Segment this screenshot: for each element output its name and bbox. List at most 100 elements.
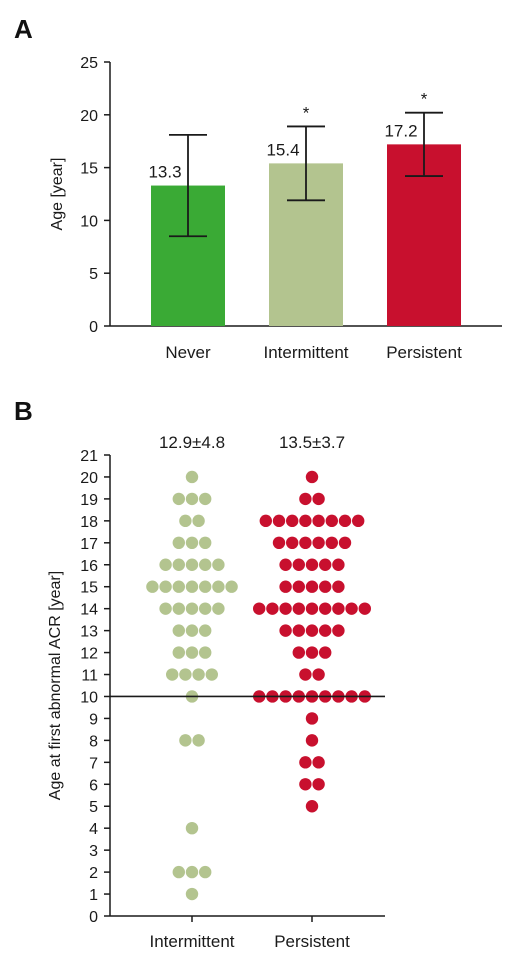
panel-b-dot-intermittent: [212, 558, 225, 571]
panel-b-dot-persistent: [292, 624, 305, 637]
panel-a-category-label: Persistent: [386, 343, 462, 362]
panel-b-dot-intermittent: [199, 558, 212, 571]
panel-a-value-label: 13.3: [148, 163, 181, 182]
panel-b-dot-persistent: [319, 558, 332, 571]
panel-b-dot-intermittent: [212, 602, 225, 615]
panel-a-significance-marker: *: [421, 90, 428, 109]
panel-b-dot-persistent: [305, 470, 319, 484]
panel-b-y-tick-label: 3: [89, 843, 98, 860]
panel-b-dot-persistent: [332, 602, 345, 615]
panel-b-summary-label: 13.5±3.7: [279, 433, 345, 452]
panel-b-category-label: Persistent: [274, 932, 350, 951]
panel-b-dot-intermittent: [179, 514, 192, 528]
panel-b-y-tick-label: 9: [89, 711, 98, 728]
panel-b-y-tick-label: 13: [80, 624, 98, 641]
panel-b-letter: B: [14, 396, 33, 426]
panel-b-dot-persistent: [305, 800, 319, 813]
panel-b-dot-intermittent: [185, 536, 199, 550]
panel-b-dot-intermittent: [185, 865, 199, 879]
panel-b-y-tick-label: 18: [80, 514, 98, 531]
panel-b-y-tick-label: 17: [80, 536, 98, 553]
panel-b-dot-persistent: [332, 580, 345, 593]
panel-b-y-tick-label: 19: [80, 492, 98, 509]
panel-b-y-tick-label: 10: [80, 689, 98, 706]
panel-b-dot-intermittent: [192, 668, 205, 681]
panel-b-dot-persistent: [279, 624, 292, 637]
panel-b-y-tick-label: 4: [89, 821, 98, 838]
panel-b-dot-intermittent: [212, 580, 225, 593]
panel-b-dot-persistent: [279, 580, 292, 593]
panel-b-dot-persistent: [305, 580, 319, 593]
panel-b-dot-persistent: [319, 602, 332, 615]
panel-b-dot-intermittent: [199, 865, 212, 879]
panel-b-y-tick-label: 21: [80, 448, 98, 465]
panel-b-dot-intermittent: [185, 887, 199, 901]
panel-b-y-tick-label: 12: [80, 646, 98, 663]
panel-b-dot-persistent: [358, 602, 371, 615]
panel-b-dot-persistent: [286, 514, 299, 528]
panel-b-dot-persistent: [319, 646, 332, 659]
panel-b-dot-intermittent: [199, 580, 212, 593]
panel-b-dot-intermittent: [146, 580, 159, 593]
panel-b-dot-persistent: [305, 646, 319, 659]
panel-b-y-tick-label: 5: [89, 799, 98, 816]
panel-b-dot-persistent: [312, 514, 325, 528]
panel-b-dot-persistent: [312, 536, 325, 550]
panel-b-dot-persistent: [299, 514, 312, 528]
panel-b-dot-intermittent: [185, 470, 199, 484]
panel-b-dot-persistent: [292, 558, 305, 571]
panel-b-dot-intermittent: [172, 580, 185, 593]
panel-b-dot-persistent: [305, 712, 319, 725]
panel-a-significance-marker: *: [303, 103, 310, 122]
panel-a-y-tick-label: 10: [80, 213, 98, 230]
panel-b-dot-intermittent: [199, 646, 212, 659]
panel-b-dot-persistent: [272, 514, 286, 528]
panel-b-dot-persistent: [266, 602, 279, 615]
panel-b-dot-intermittent: [159, 602, 172, 615]
panel-b-dot-persistent: [312, 756, 325, 769]
panel-a-value-label: 15.4: [266, 140, 299, 159]
panel-b-dot-persistent: [305, 734, 319, 747]
panel-b-y-tick-label: 8: [89, 733, 98, 750]
panel-b-dot-persistent: [332, 624, 345, 637]
panel-b-dot-intermittent: [172, 646, 185, 659]
panel-b-dot-persistent: [292, 602, 305, 615]
panel-b-dot-intermittent: [172, 865, 185, 879]
panel-b-dot-intermittent: [185, 602, 199, 615]
panel-b-dot-persistent: [299, 778, 312, 791]
panel-b-dot-persistent: [338, 536, 352, 550]
panel-b-dot-persistent: [332, 558, 345, 571]
panel-b-y-tick-label: 1: [89, 887, 98, 904]
panel-b-y-tick-label: 20: [80, 470, 98, 487]
panel-b-y-tick-label: 2: [89, 865, 98, 882]
panel-b-dot-plot: Age at first abnormal ACR [year] 0123456…: [47, 433, 385, 951]
panel-b-dot-persistent: [312, 668, 325, 681]
panel-a-y-tick-label: 5: [89, 266, 98, 283]
panel-a-y-tick-label: 20: [80, 108, 98, 125]
panel-a-category-label: Never: [165, 343, 211, 362]
panel-b-dot-intermittent: [179, 668, 192, 681]
panel-b-dot-intermittent: [199, 624, 212, 637]
panel-b-dot-persistent: [292, 580, 305, 593]
panel-b-dot-persistent: [338, 514, 352, 528]
panel-a-value-label: 17.2: [384, 121, 417, 140]
panel-b-dot-persistent: [299, 756, 312, 769]
panel-b-dot-intermittent: [199, 492, 212, 506]
panel-a-category-label: Intermittent: [263, 343, 348, 362]
panel-b-dot-persistent: [325, 514, 338, 528]
panel-b-category-label: Intermittent: [149, 932, 234, 951]
panel-b-y-axis-title: Age at first abnormal ACR [year]: [47, 571, 64, 800]
panel-b-dot-persistent: [279, 558, 292, 571]
panel-b-y-tick-label: 14: [80, 602, 98, 619]
panel-b-dot-persistent: [299, 668, 312, 681]
panel-b-y-tick-label: 6: [89, 777, 98, 794]
panel-a-bar-chart: Age [year] 051015202513.3Never15.4*Inter…: [49, 55, 502, 362]
panel-b-dot-persistent: [319, 580, 332, 593]
panel-b-dot-persistent: [305, 624, 319, 637]
panel-b-dot-intermittent: [199, 536, 212, 550]
panel-b-dot-intermittent: [185, 580, 199, 593]
panel-b-dot-persistent: [272, 536, 286, 550]
panel-b-y-tick-label: 7: [89, 755, 98, 772]
panel-b-dot-intermittent: [192, 514, 205, 528]
